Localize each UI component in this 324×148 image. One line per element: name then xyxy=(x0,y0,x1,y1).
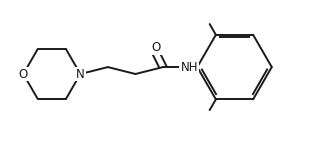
Text: O: O xyxy=(19,67,28,81)
Text: N: N xyxy=(76,67,85,81)
Text: O: O xyxy=(151,41,161,54)
Text: NH: NH xyxy=(180,61,198,74)
